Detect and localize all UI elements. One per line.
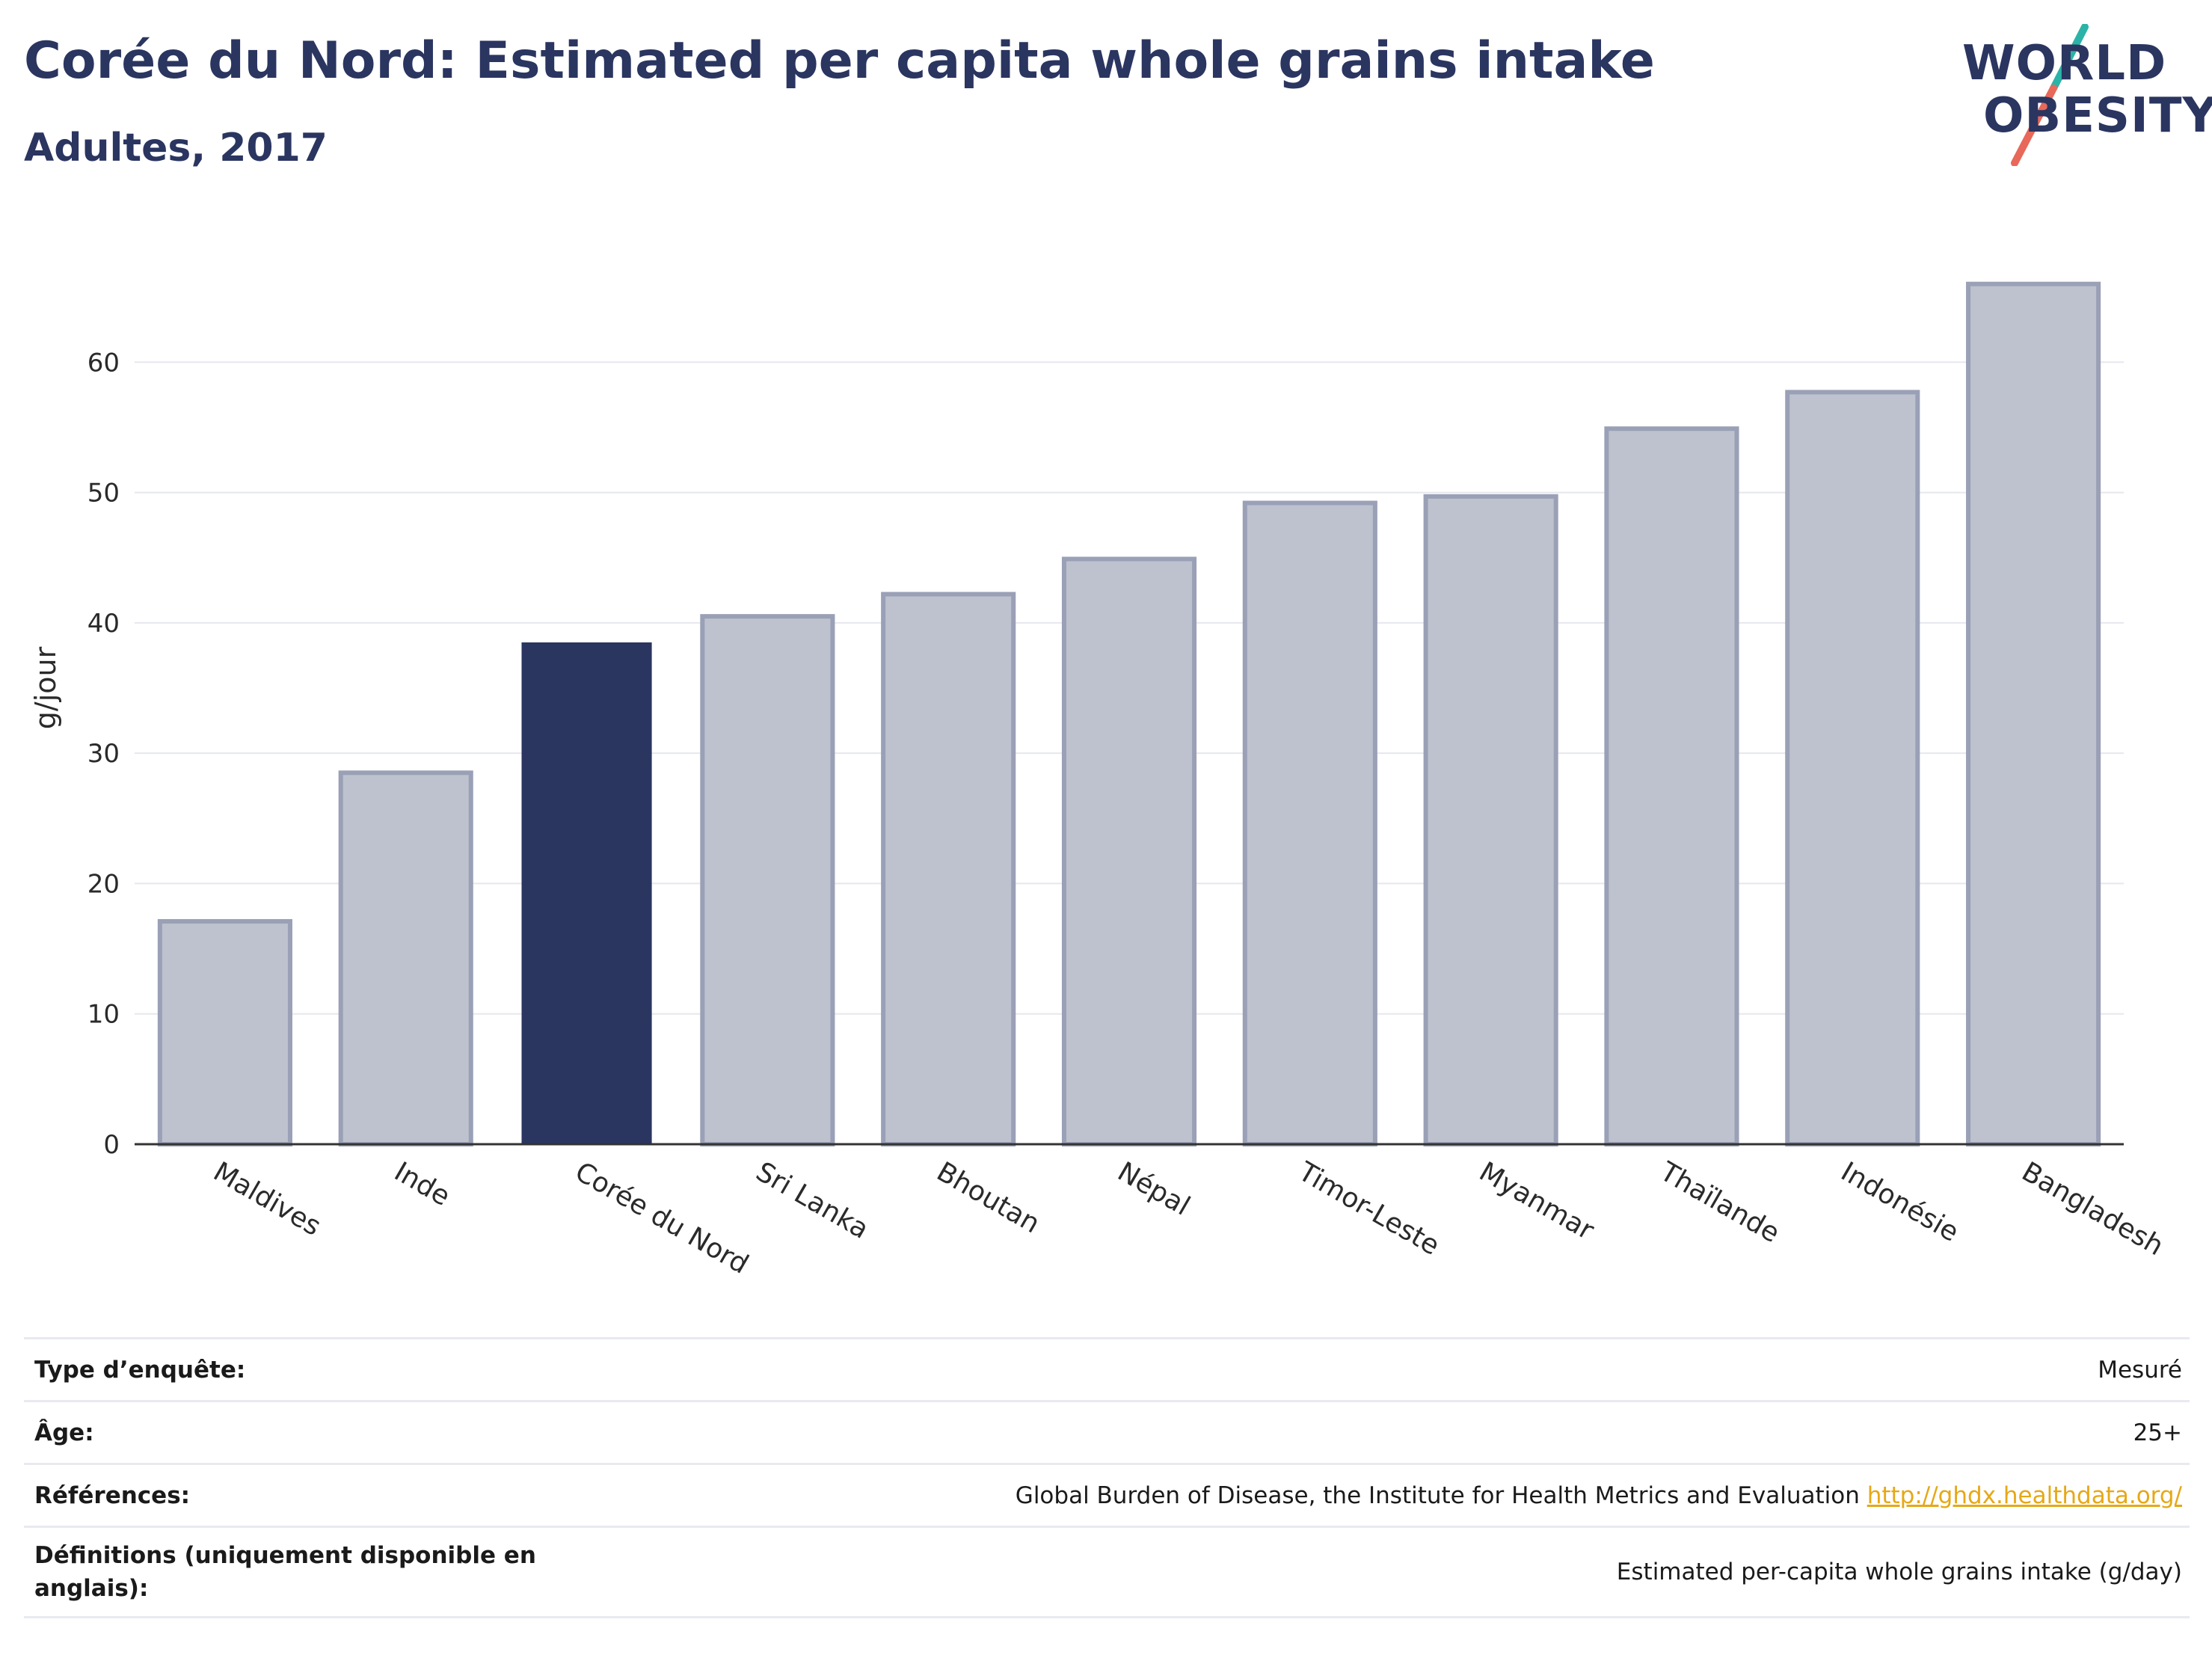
x-tick-label: Indonésie xyxy=(1836,1156,1964,1248)
x-tick-label: Corée du Nord xyxy=(570,1156,754,1280)
logo-word-obesity: OBESITY xyxy=(1983,88,2212,144)
info-row-references: Références: Global Burden of Disease, th… xyxy=(24,1463,2190,1526)
info-key: Âge: xyxy=(34,1419,94,1446)
y-axis-title: g/jour xyxy=(29,646,62,729)
info-row-survey-type: Type d’enquête: Mesuré xyxy=(24,1337,2190,1400)
logo-slash-icon xyxy=(2011,24,2089,166)
bar-bhoutan[interactable] xyxy=(881,592,1016,1146)
bar-maldives[interactable] xyxy=(157,918,292,1146)
info-key: Type d’enquête: xyxy=(34,1356,246,1384)
bar-inde[interactable] xyxy=(338,770,473,1146)
world-obesity-logo[interactable]: WORLD OBESITY xyxy=(1944,22,2212,166)
x-tick-label: Inde xyxy=(389,1156,455,1212)
x-tick-label: Bangladesh xyxy=(2017,1156,2169,1262)
x-tick-label: Thaïlande xyxy=(1654,1156,1784,1249)
reference-link[interactable]: http://ghdx.healthdata.org/ xyxy=(1867,1481,2182,1509)
y-tick-label: 10 xyxy=(87,1000,120,1030)
bars xyxy=(157,281,2101,1147)
info-value: 25+ xyxy=(2133,1419,2182,1446)
x-tick-label: Népal xyxy=(1113,1156,1196,1222)
x-tick-label: Myanmar xyxy=(1474,1156,1599,1246)
info-row-definitions: Définitions (uniquement disponible en an… xyxy=(24,1526,2190,1618)
chart-subtitle: Adultes, 2017 xyxy=(24,126,328,171)
bar-indon-sie[interactable] xyxy=(1785,390,1920,1147)
y-tick-label: 20 xyxy=(87,869,120,899)
y-tick-labels: 0 10 20 30 40 50 60 xyxy=(87,348,120,1160)
info-value: Global Burden of Disease, the Institute … xyxy=(1016,1482,2182,1509)
bar-cor-e-du-nord[interactable] xyxy=(521,642,652,1144)
bar-chart: 0 10 20 30 40 50 60 Maldives Inde Corée du NordS… xyxy=(29,281,2169,1280)
x-tick-label: Bhoutan xyxy=(932,1156,1045,1239)
logo-word-world: WORLD xyxy=(1962,36,2167,91)
y-tick-label: 40 xyxy=(87,609,120,639)
info-row-age: Âge: 25+ xyxy=(24,1400,2190,1463)
bar-bangladesh[interactable] xyxy=(1966,281,2101,1147)
bar-tha-lande[interactable] xyxy=(1604,426,1739,1146)
bar-myanmar[interactable] xyxy=(1423,494,1558,1146)
info-key: Définitions (uniquement disponible en an… xyxy=(34,1542,536,1602)
bar-timor-leste[interactable] xyxy=(1242,500,1377,1146)
reference-text: Global Burden of Disease, the Institute … xyxy=(1015,1481,1860,1509)
y-tick-label: 0 xyxy=(103,1130,120,1160)
info-value: Mesuré xyxy=(2098,1356,2182,1384)
x-tick-label: Maldives xyxy=(208,1156,325,1242)
bar-n-pal[interactable] xyxy=(1061,556,1197,1146)
chart-title: Corée du Nord: Estimated per capita whol… xyxy=(24,31,1655,90)
x-tick-label: Sri Lanka xyxy=(751,1156,874,1245)
info-value: Estimated per-capita whole grains intake… xyxy=(1616,1559,2182,1585)
info-key: Références: xyxy=(34,1481,191,1509)
x-tick-label: Timor-Leste xyxy=(1292,1156,1444,1262)
y-tick-label: 60 xyxy=(87,348,120,378)
info-table: Type d’enquête: Mesuré Âge: 25+ Référenc… xyxy=(24,1337,2190,1618)
y-tick-label: 30 xyxy=(87,739,120,769)
bar-sri-lanka[interactable] xyxy=(700,614,835,1146)
y-tick-label: 50 xyxy=(87,479,120,509)
